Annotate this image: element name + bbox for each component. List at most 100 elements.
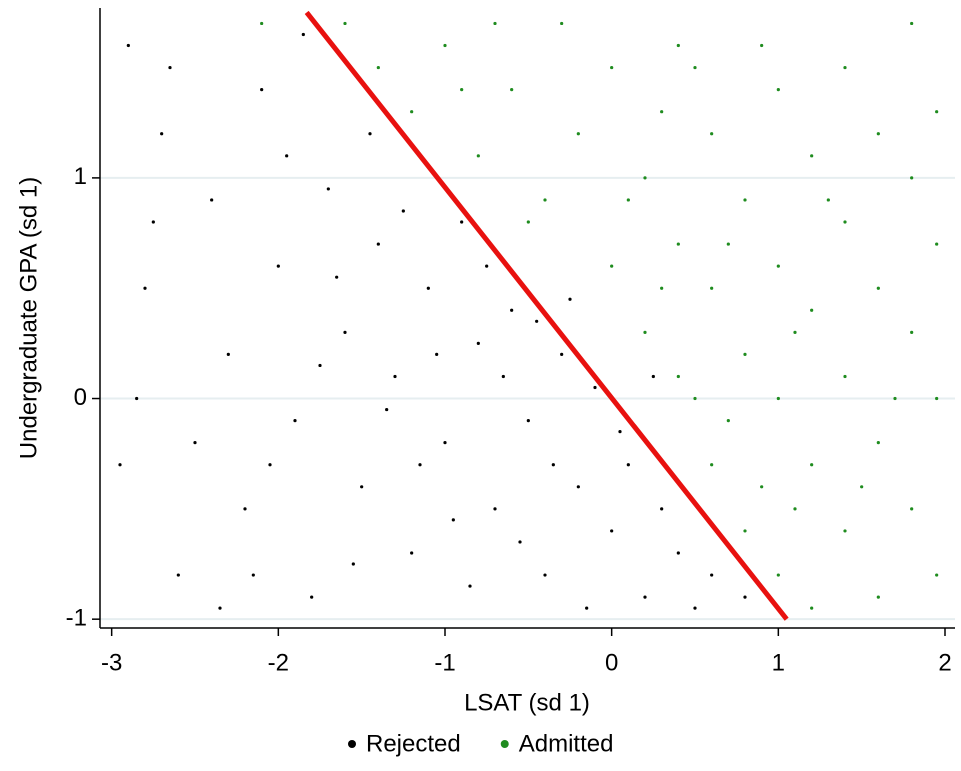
point	[776, 573, 780, 577]
point	[385, 407, 389, 412]
point	[560, 352, 564, 357]
point	[176, 573, 180, 577]
point	[660, 286, 664, 290]
point	[843, 529, 847, 533]
point	[485, 264, 489, 268]
point	[443, 43, 447, 48]
point	[510, 308, 514, 312]
point	[793, 330, 797, 334]
point	[710, 463, 714, 467]
point	[676, 43, 680, 48]
point	[343, 21, 347, 26]
point	[351, 562, 355, 566]
point	[168, 65, 172, 70]
point	[618, 430, 622, 434]
point	[810, 154, 814, 158]
legend-marker	[500, 740, 509, 748]
point	[451, 518, 455, 522]
point	[776, 88, 780, 92]
fit-line	[304, 10, 789, 621]
point	[285, 154, 289, 158]
point	[193, 441, 197, 445]
point	[426, 286, 430, 290]
point	[860, 485, 864, 489]
point	[760, 43, 764, 48]
point	[493, 507, 497, 511]
point	[560, 21, 564, 26]
point	[360, 485, 364, 489]
point	[435, 352, 439, 357]
point	[476, 341, 480, 345]
point	[843, 220, 847, 224]
point	[151, 220, 155, 224]
point	[543, 573, 547, 577]
point	[318, 363, 322, 368]
point	[935, 573, 939, 577]
point	[643, 595, 647, 599]
point	[543, 198, 547, 202]
point	[226, 352, 230, 357]
point	[676, 374, 680, 379]
point	[910, 507, 914, 511]
point	[793, 507, 797, 511]
x-tick-label: -2	[268, 649, 289, 676]
point	[251, 573, 255, 577]
point	[760, 485, 764, 489]
point	[910, 21, 914, 26]
point	[460, 88, 464, 92]
point	[310, 595, 314, 599]
point	[276, 264, 280, 268]
legend-label: Rejected	[366, 730, 461, 757]
point	[135, 396, 139, 401]
y-axis-label: Undergraduate GPA (sd 1)	[15, 177, 42, 459]
y-tick-label: 1	[74, 163, 87, 190]
point	[410, 551, 414, 555]
point	[343, 330, 347, 334]
x-tick-label: -1	[434, 649, 455, 676]
point	[876, 441, 880, 445]
point	[843, 374, 847, 379]
point	[368, 132, 372, 136]
point	[476, 154, 480, 158]
x-tick-label: 2	[938, 649, 951, 676]
point	[743, 198, 747, 202]
point	[876, 286, 880, 290]
point	[510, 88, 514, 92]
point	[460, 220, 464, 224]
point	[726, 418, 730, 423]
point	[518, 540, 522, 544]
point	[626, 198, 630, 202]
point	[118, 463, 122, 467]
point	[210, 198, 214, 202]
point	[326, 187, 330, 191]
point	[935, 396, 939, 401]
legend-marker	[348, 740, 356, 748]
x-axis-label: LSAT (sd 1)	[464, 689, 590, 716]
point	[393, 374, 397, 379]
point	[651, 374, 655, 379]
point	[501, 374, 505, 379]
point	[693, 606, 697, 610]
point	[301, 32, 305, 37]
point	[910, 330, 914, 334]
point	[576, 132, 580, 136]
point	[243, 507, 247, 511]
point	[493, 21, 497, 26]
x-tick-label: 0	[605, 649, 618, 676]
point	[160, 132, 164, 136]
point	[568, 297, 572, 301]
point	[676, 242, 680, 246]
point	[535, 319, 539, 323]
y-tick-label: 0	[74, 384, 87, 411]
point	[876, 132, 880, 136]
point	[610, 65, 614, 70]
point	[418, 463, 422, 467]
point	[743, 529, 747, 533]
point	[935, 242, 939, 246]
point	[710, 286, 714, 290]
point	[743, 352, 747, 357]
point	[660, 110, 664, 114]
point	[335, 275, 339, 279]
point	[743, 595, 747, 599]
point	[610, 264, 614, 268]
